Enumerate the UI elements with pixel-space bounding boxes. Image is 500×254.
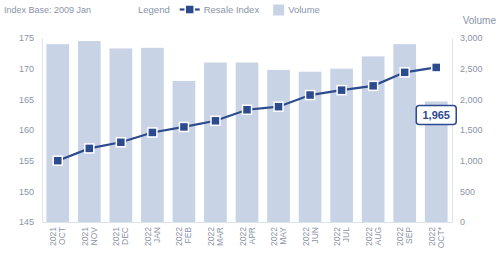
y2-axis-title: Volume bbox=[463, 15, 497, 26]
tick: 2022JUL bbox=[332, 222, 351, 246]
plot-area bbox=[46, 41, 447, 222]
marker bbox=[306, 91, 315, 100]
bar bbox=[173, 81, 196, 222]
tick-label: 2021NOV bbox=[80, 227, 99, 246]
legend-swatch bbox=[185, 5, 194, 14]
bar bbox=[109, 48, 132, 222]
tick-label: 2022FEB bbox=[174, 227, 193, 246]
marker bbox=[53, 156, 62, 165]
tick: 2,500 bbox=[452, 64, 483, 74]
marker bbox=[179, 122, 188, 131]
tick-label: 2021OCT bbox=[48, 227, 67, 246]
marker bbox=[400, 68, 409, 77]
tick: 2,000 bbox=[452, 95, 483, 105]
callout: 1,965 bbox=[416, 105, 456, 124]
tick: 2021NOV bbox=[80, 222, 99, 246]
tick-label: 2022JAN bbox=[143, 227, 162, 246]
callout-box bbox=[416, 105, 456, 124]
y2-axis: 0 500 1,000 1,500 2,000 2,500 3,000 bbox=[452, 33, 483, 227]
tick: 2022FEB bbox=[174, 222, 193, 246]
tick-label: 2022MAR bbox=[206, 227, 225, 246]
marker bbox=[337, 86, 346, 95]
legend-title: Legend bbox=[138, 4, 170, 15]
marker bbox=[274, 102, 283, 111]
legend-entry: Resale Index bbox=[204, 4, 260, 15]
tick-label: 2022JUL bbox=[332, 227, 351, 246]
tick: 1,000 bbox=[452, 156, 483, 166]
y-axis: 145 150 155 160 165 170 175 bbox=[19, 33, 43, 227]
tick: 2021OCT bbox=[48, 222, 67, 246]
tick-label: 500 bbox=[460, 187, 475, 197]
x-axis: 2021OCT 2021NOV 2021DEC 2022JAN 2022FEB 2022M… bbox=[43, 222, 453, 248]
marker bbox=[243, 105, 252, 114]
tick-label: 2022MAY bbox=[269, 227, 288, 246]
tick: 145 bbox=[19, 217, 42, 227]
tick-label: 2,500 bbox=[460, 64, 483, 74]
bar bbox=[362, 56, 385, 222]
tick-label: 160 bbox=[19, 125, 34, 135]
bar bbox=[46, 44, 69, 222]
axis-line bbox=[43, 222, 453, 223]
tick-label: 2021DEC bbox=[111, 227, 130, 246]
tick: 175 bbox=[19, 33, 42, 43]
axis-line bbox=[452, 39, 453, 223]
tick-label: 155 bbox=[19, 156, 34, 166]
tick: 1,500 bbox=[452, 125, 483, 135]
tick: 2022APR bbox=[238, 222, 257, 246]
tick: 3,000 bbox=[452, 33, 483, 43]
tick-label: 2022OCT* bbox=[427, 226, 446, 248]
tick-label: 175 bbox=[19, 33, 34, 43]
tick-label: 2022SEP bbox=[395, 227, 414, 246]
tick-label: 3,000 bbox=[460, 33, 483, 43]
chart: 145 150 155 160 165 170 175 0 500 1,000 1,500 2,000… bbox=[0, 0, 500, 254]
marker bbox=[211, 116, 220, 125]
tick: 165 bbox=[19, 95, 42, 105]
tick: 155 bbox=[19, 156, 42, 166]
legend-swatch bbox=[273, 5, 284, 16]
tick-label: 0 bbox=[460, 217, 465, 227]
bar bbox=[204, 63, 227, 222]
tick: 500 bbox=[452, 187, 475, 197]
tick: 2022SEP bbox=[395, 222, 414, 246]
bar bbox=[78, 41, 101, 222]
bar bbox=[267, 70, 290, 222]
marker bbox=[148, 128, 157, 137]
tick-label: 150 bbox=[19, 187, 34, 197]
tick-label: 2022APR bbox=[238, 227, 257, 246]
tick: 160 bbox=[19, 125, 42, 135]
tick: 2022OCT* bbox=[427, 222, 446, 248]
tick-label: 2,000 bbox=[460, 95, 483, 105]
data-label: 1,965 bbox=[422, 109, 450, 121]
tick-label: 1,000 bbox=[460, 156, 483, 166]
tick-label: 170 bbox=[19, 64, 34, 74]
tick: 170 bbox=[19, 64, 42, 74]
marker bbox=[116, 138, 125, 147]
bar bbox=[236, 63, 259, 222]
bar-series bbox=[46, 41, 447, 222]
subtitle: Index Base: 2009 Jan bbox=[4, 5, 91, 15]
tick: 2022JUN bbox=[301, 222, 320, 246]
tick: 2021DEC bbox=[111, 222, 130, 246]
line bbox=[58, 67, 436, 160]
tick: 2022MAR bbox=[206, 222, 225, 246]
tick-label: 145 bbox=[19, 217, 34, 227]
tick: 2022AUG bbox=[364, 222, 383, 246]
tick-label: 1,500 bbox=[460, 125, 483, 135]
legend-entry: Volume bbox=[288, 4, 320, 15]
tick: 150 bbox=[19, 187, 42, 197]
markers bbox=[53, 63, 440, 165]
tick: 2022JAN bbox=[143, 222, 162, 246]
tick-label: 2022AUG bbox=[364, 227, 383, 246]
tick-label: 165 bbox=[19, 95, 34, 105]
tick: 2022MAY bbox=[269, 222, 288, 246]
marker bbox=[432, 63, 441, 72]
tick-label: 2022JUN bbox=[301, 227, 320, 246]
marker bbox=[85, 144, 94, 153]
marker bbox=[369, 81, 378, 90]
legend: Legend Resale Index Volume bbox=[138, 4, 320, 16]
axis-line bbox=[42, 39, 43, 223]
tick: 0 bbox=[452, 217, 465, 227]
